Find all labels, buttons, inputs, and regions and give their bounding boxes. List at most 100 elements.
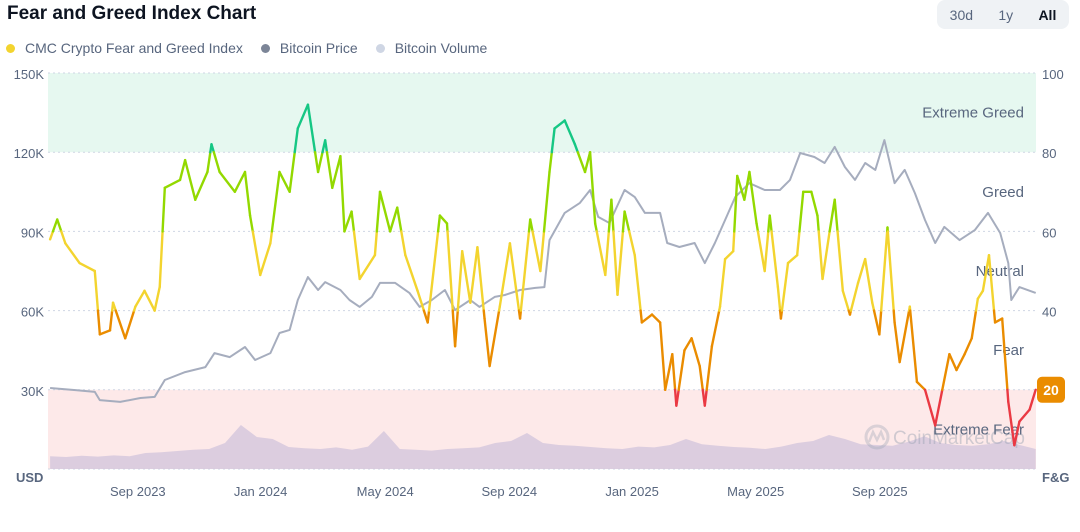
- fear-greed-segment: [453, 309, 459, 348]
- range-1y-button[interactable]: 1y: [998, 6, 1014, 23]
- fear-greed-segment: [705, 345, 714, 391]
- fear-greed-segment: [446, 230, 454, 312]
- fear-greed-segment: [373, 230, 379, 257]
- fear-greed-segment: [96, 309, 102, 336]
- right-axis-tick-label: 80: [1042, 146, 1056, 161]
- fear-greed-segment: [445, 222, 449, 233]
- fear-greed-segment: [476, 246, 485, 312]
- fear-greed-segment: [816, 214, 820, 233]
- zone-label: Neutral: [976, 263, 1024, 280]
- fear-greed-segment: [183, 158, 197, 201]
- fear-greed-segment: [683, 337, 693, 352]
- fear-greed-segment: [821, 230, 831, 281]
- fear-greed-segment: [941, 352, 951, 391]
- fear-greed-segment: [339, 154, 346, 233]
- left-axis-tick-label: 60K: [21, 305, 44, 320]
- fear-greed-segment: [743, 170, 751, 201]
- time-range-selector: 30d 1y All: [937, 0, 1069, 29]
- fear-greed-segment: [923, 388, 937, 427]
- fear-greed-segment: [98, 329, 112, 336]
- fear-greed-segment: [278, 170, 291, 194]
- fear-greed-segment: [482, 309, 486, 320]
- fear-greed-segment: [573, 143, 579, 154]
- fear-greed-segment: [400, 230, 407, 257]
- fear-greed-segment: [871, 301, 876, 312]
- fear-greed-segment: [248, 214, 254, 233]
- fear-greed-segment: [898, 309, 911, 364]
- fear-greed-segment: [732, 230, 736, 253]
- fear-greed-segment: [1013, 420, 1021, 447]
- fear-greed-segment: [987, 253, 996, 312]
- fear-greed-segment: [776, 285, 782, 312]
- fear-greed-segment: [770, 230, 780, 289]
- bitcoin-volume-area: [50, 425, 1036, 469]
- fear-greed-segment: [974, 297, 980, 312]
- fear-greed-segment: [723, 249, 735, 261]
- fear-greed-segment: [915, 380, 927, 391]
- left-axis-tick-label: 150K: [14, 67, 45, 82]
- fear-greed-segment: [163, 178, 182, 190]
- bitcoin-price-line: [50, 139, 1037, 403]
- fear-greed-segment: [981, 253, 991, 292]
- fear-greed-segment: [718, 257, 727, 308]
- fear-greed-segment: [833, 198, 839, 233]
- fear-greed-segment: [518, 309, 523, 320]
- fear-greed-segment: [111, 301, 117, 312]
- fear-greed-segment: [48, 230, 55, 241]
- fear-greed-segment: [640, 313, 654, 324]
- fear-greed-segment: [736, 174, 746, 201]
- fear-greed-segment: [970, 309, 978, 340]
- fear-greed-segment: [810, 190, 819, 217]
- fear-greed-segment: [849, 281, 860, 312]
- left-axis-tick-label: 120K: [14, 146, 45, 161]
- fear-greed-segment: [194, 170, 209, 201]
- fear-greed-segment: [325, 150, 334, 190]
- legend-item-bitcoin-price[interactable]: Bitcoin Price: [260, 40, 358, 56]
- fear-greed-segment: [604, 230, 611, 277]
- x-axis-tick-label: Jan 2025: [605, 484, 659, 499]
- fear-greed-segment: [508, 242, 521, 312]
- range-30d-button[interactable]: 30d: [949, 6, 974, 23]
- fear-greed-segment: [293, 127, 299, 154]
- fear-greed-segment: [64, 242, 81, 265]
- fear-greed-segment: [588, 150, 597, 225]
- fear-greed-segment: [143, 289, 156, 312]
- fear-greed-segment: [531, 230, 542, 273]
- fear-greed-segment: [161, 186, 167, 233]
- legend-dot: [6, 43, 15, 53]
- fear-greed-segment: [593, 222, 598, 233]
- fear-greed-segment: [671, 352, 677, 391]
- fear-greed-segment: [404, 253, 419, 292]
- fear-greed-segment: [313, 150, 320, 174]
- fear-greed-segment: [879, 230, 889, 312]
- fear-greed-segment: [396, 206, 403, 233]
- watermark-text: CoinMarketCap: [893, 428, 1025, 449]
- range-all-button[interactable]: All: [1038, 6, 1057, 23]
- fear-greed-segment: [93, 269, 100, 312]
- fear-greed-segment: [658, 321, 667, 391]
- fear-greed-segment: [56, 218, 63, 233]
- zone-label: Fear: [993, 342, 1024, 359]
- fear-greed-segment: [878, 309, 883, 336]
- fear-greed-segment: [134, 289, 146, 308]
- fear-greed-segment: [316, 150, 324, 174]
- fear-greed-segment: [595, 230, 607, 277]
- fear-greed-segment: [563, 119, 577, 146]
- x-axis-tick-label: Sep 2024: [481, 484, 537, 499]
- legend-item-bitcoin-volume[interactable]: Bitcoin Volume: [375, 40, 487, 56]
- fear-greed-segment: [519, 230, 531, 312]
- fear-greed-segment: [892, 309, 896, 324]
- fear-greed-segment: [612, 230, 619, 296]
- fear-greed-segment: [690, 337, 701, 368]
- legend-item-fear-greed[interactable]: CMC Crypto Fear and Greed Index: [6, 40, 243, 56]
- legend-dot: [260, 43, 270, 53]
- fear-greed-segment: [886, 230, 895, 312]
- right-axis-tick-label: 40: [1042, 305, 1056, 320]
- fear-greed-segment: [436, 214, 442, 233]
- fear-greed-segment: [233, 170, 247, 194]
- fear-greed-segment: [461, 249, 472, 304]
- fear-greed-segment: [633, 253, 642, 312]
- fear-greed-segment: [352, 230, 361, 281]
- fear-greed-segment: [675, 388, 680, 407]
